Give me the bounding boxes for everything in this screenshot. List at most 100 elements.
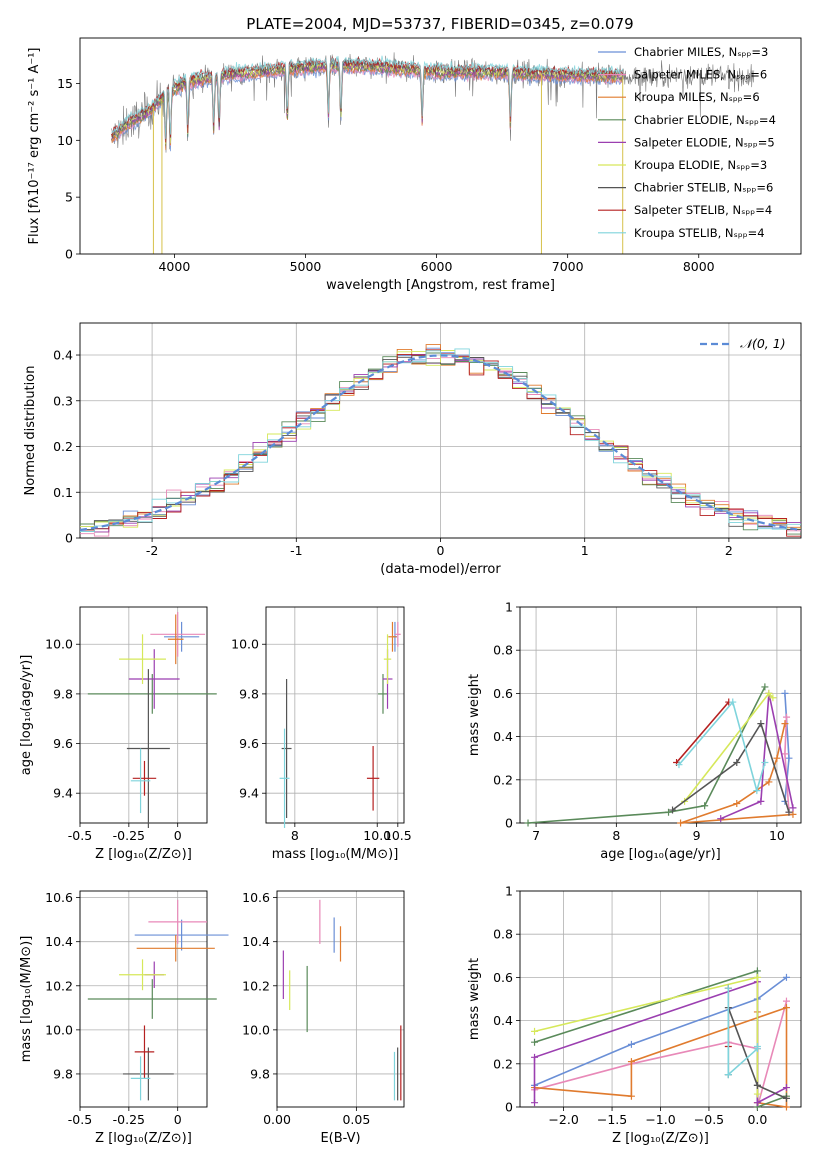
x-tick-label: 5000 <box>290 259 322 274</box>
normal-reference-curve <box>80 354 801 532</box>
axes: 4000 5000 6000 7000 8000 0 5 10 15 wavelength [An… <box>27 37 802 293</box>
weight-series <box>531 967 790 1111</box>
weight-marker <box>753 967 761 975</box>
axes: -0.5 -0.25 0 9.8 10.0 10.2 10.4 10.6 Z [log₁₀(Z/… <box>19 890 208 1146</box>
mass-vs-metallicity-panel: -0.5 -0.25 0 9.8 10.0 10.2 10.4 10.6 Z [log₁₀(Z/… <box>19 890 229 1146</box>
y-tick-label: 1 <box>505 600 513 615</box>
axes: -0.5 -0.25 0 9.4 9.6 9.8 10.0 Z [log₁₀(Z/Z⊙)] ag… <box>19 606 208 862</box>
y-tick-label: 10.2 <box>242 978 270 993</box>
weight-marker <box>782 1094 790 1102</box>
x-axis-label: age [log₁₀(age/yr)] <box>600 847 721 862</box>
weight-marker <box>627 1058 635 1066</box>
weight-marker <box>765 689 773 697</box>
weight-marker <box>785 754 793 762</box>
weight-marker <box>781 720 789 728</box>
weight-marker <box>733 800 741 808</box>
weight-marker <box>753 973 761 981</box>
legend-label: 𝒩(0, 1) <box>740 336 786 351</box>
y-tick-label: 0 <box>505 1100 513 1115</box>
y-tick-label: 0.2 <box>493 1056 513 1071</box>
weight-marker <box>781 689 789 697</box>
y-axis-label: Normed distribution <box>23 366 38 496</box>
y-axis-label: Flux [fλ10⁻¹⁷ erg cm⁻² s⁻¹ A⁻¹] <box>27 48 42 245</box>
x-tick-label: 10.0 <box>363 828 391 843</box>
y-tick-label: 10.6 <box>45 890 73 905</box>
y-axis-label: age [log₁₀(age/yr)] <box>19 655 34 776</box>
histograms <box>80 344 801 537</box>
spectrum-legend: Chabrier MILES, Nₛₚₚ=3 Salpeter MILES, Nₛ… <box>598 45 776 240</box>
weight-marker <box>675 761 683 769</box>
y-tick-label: 0.1 <box>53 485 73 500</box>
weight-marker <box>733 759 741 767</box>
weight-marker <box>753 1090 761 1098</box>
x-tick-label: -1 <box>290 543 302 558</box>
y-tick-label: 5 <box>65 190 73 205</box>
x-tick-label: −0.5 <box>694 1112 724 1127</box>
legend-label: Chabrier ELODIE, Nₛₚₚ=4 <box>634 113 776 127</box>
legend-label: Salpeter STELIB, Nₛₚₚ=4 <box>634 203 772 217</box>
y-tick-label: 9.4 <box>239 786 259 801</box>
weight-line <box>720 693 794 820</box>
weight-line <box>678 700 766 794</box>
weight-marker <box>531 1027 539 1035</box>
x-tick-label: 8 <box>612 828 620 843</box>
weight-marker <box>531 1099 539 1107</box>
figure-title: PLATE=2004, MJD=53737, FIBERID=0345, z=0… <box>246 15 633 33</box>
x-tick-label: 6000 <box>421 259 453 274</box>
plot-frame <box>519 890 802 1108</box>
x-tick-label: 0.05 <box>342 1112 370 1127</box>
y-tick-label: 9.8 <box>53 1066 73 1081</box>
x-axis-label: Z [log₁₀(Z/Z⊙)] <box>95 1131 192 1146</box>
weight-marker <box>701 802 709 810</box>
weight-marker <box>753 1099 761 1107</box>
x-tick-label: 0 <box>174 1112 182 1127</box>
y-tick-label: 9.8 <box>250 1066 270 1081</box>
x-tick-label: 2 <box>725 543 733 558</box>
weight-marker <box>783 713 791 721</box>
y-tick-label: 9.4 <box>53 786 73 801</box>
error-bars <box>87 611 217 828</box>
y-tick-label: 10.0 <box>242 1022 270 1037</box>
weight-marker <box>724 1071 732 1079</box>
x-tick-label: 7 <box>532 828 540 843</box>
y-tick-label: 0.4 <box>53 348 73 363</box>
x-tick-label: 9 <box>693 828 701 843</box>
error-bars <box>282 899 402 1101</box>
weight-marker <box>757 797 765 805</box>
weight-marker <box>761 759 769 767</box>
y-tick-label: 0.2 <box>53 439 73 454</box>
plot-frame <box>79 37 802 255</box>
x-tick-label: −1.0 <box>645 1112 675 1127</box>
weight-marker <box>789 804 797 812</box>
weight-marker <box>627 1092 635 1100</box>
legend-label: Kroupa ELODIE, Nₛₚₚ=3 <box>634 158 767 172</box>
y-tick-label: 0.8 <box>493 643 513 658</box>
y-tick-label: 0.6 <box>493 686 513 701</box>
axes: −2.0 −1.5 −1.0 −0.5 0.0 0 0.2 0.4 0.6 0.8 1 Z [log₁… <box>467 884 802 1146</box>
legend-label: Salpeter ELODIE, Nₛₚₚ=5 <box>634 135 775 149</box>
residual-histogram-panel: -2 -1 0 1 2 0 0.1 0.2 0.3 0.4 (data-model)/error No… <box>23 322 802 577</box>
weight-marker <box>782 973 790 981</box>
y-tick-label: 10.0 <box>231 637 259 652</box>
weight-marker <box>753 787 761 795</box>
weight-marker <box>724 984 732 992</box>
x-tick-label: -0.5 <box>68 828 92 843</box>
weight-marker <box>789 810 797 818</box>
x-tick-label: 0.00 <box>263 1112 291 1127</box>
weight-line <box>675 701 730 764</box>
spectrum-panel: 4000 5000 6000 7000 8000 0 5 10 15 wavelength [An… <box>27 37 802 293</box>
weight-series <box>524 683 797 827</box>
y-axis-label: mass weight <box>467 674 482 756</box>
x-tick-label: −1.5 <box>597 1112 627 1127</box>
y-tick-label: 10.0 <box>45 1022 73 1037</box>
error-bars <box>279 621 401 828</box>
y-tick-label: 1 <box>505 884 513 899</box>
weight-marker <box>782 1084 790 1092</box>
error-bars <box>87 899 229 1101</box>
weight-marker <box>782 1103 790 1111</box>
weight-marker <box>665 808 673 816</box>
weight-marker <box>524 819 532 827</box>
x-tick-label: 10 <box>769 828 785 843</box>
legend-label: Chabrier STELIB, Nₛₚₚ=6 <box>634 181 773 195</box>
x-tick-label: 7000 <box>552 259 584 274</box>
